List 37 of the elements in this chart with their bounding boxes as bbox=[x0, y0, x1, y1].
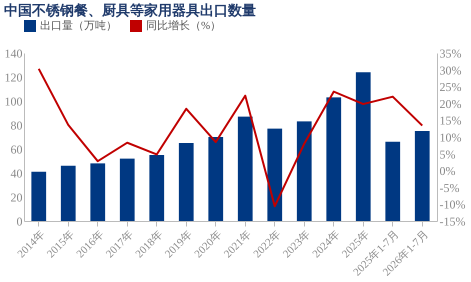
bar bbox=[356, 72, 371, 221]
y2-tick-label: -15% bbox=[440, 214, 466, 228]
y2-tick-label: 5% bbox=[440, 147, 456, 162]
legend-label: 同比增长（%） bbox=[146, 19, 222, 32]
bar bbox=[60, 166, 76, 221]
y2-tick-label: 35% bbox=[440, 46, 462, 60]
y2-tick-label: -5% bbox=[440, 180, 460, 195]
bar bbox=[385, 142, 400, 221]
bar bbox=[31, 172, 46, 221]
bar bbox=[414, 131, 430, 221]
y-tick-label: 80 bbox=[10, 118, 22, 132]
bar bbox=[296, 121, 312, 221]
y-tick-label: 60 bbox=[10, 142, 22, 156]
bar bbox=[90, 163, 106, 221]
legend-label: 出口量（万吨） bbox=[40, 19, 117, 32]
bar bbox=[238, 116, 253, 221]
y2-tick-label: -10% bbox=[440, 198, 466, 212]
y-tick-label: 140 bbox=[4, 46, 22, 60]
y-tick-label: 20 bbox=[10, 190, 22, 204]
y2-tick-label: 10% bbox=[440, 130, 462, 144]
chart-title: 中国不锈钢餐、厨具等家用器具出口数量 bbox=[4, 2, 256, 19]
y-tick-label: 0 bbox=[16, 214, 22, 228]
bar bbox=[208, 137, 224, 221]
y2-tick-label: 20% bbox=[440, 96, 462, 111]
y-tick-label: 100 bbox=[4, 94, 22, 108]
bar bbox=[149, 155, 164, 221]
bar bbox=[326, 97, 342, 221]
y2-tick-label: 15% bbox=[440, 114, 462, 128]
y2-tick-label: 30% bbox=[440, 63, 462, 78]
bar bbox=[178, 143, 194, 221]
bar bbox=[267, 128, 282, 221]
y-tick-label: 40 bbox=[10, 166, 22, 180]
line-series bbox=[38, 68, 424, 208]
y2-tick-label: 25% bbox=[440, 80, 462, 94]
bar bbox=[120, 158, 135, 221]
y2-tick-label: 0% bbox=[440, 164, 456, 178]
y-tick-label: 120 bbox=[4, 70, 22, 84]
